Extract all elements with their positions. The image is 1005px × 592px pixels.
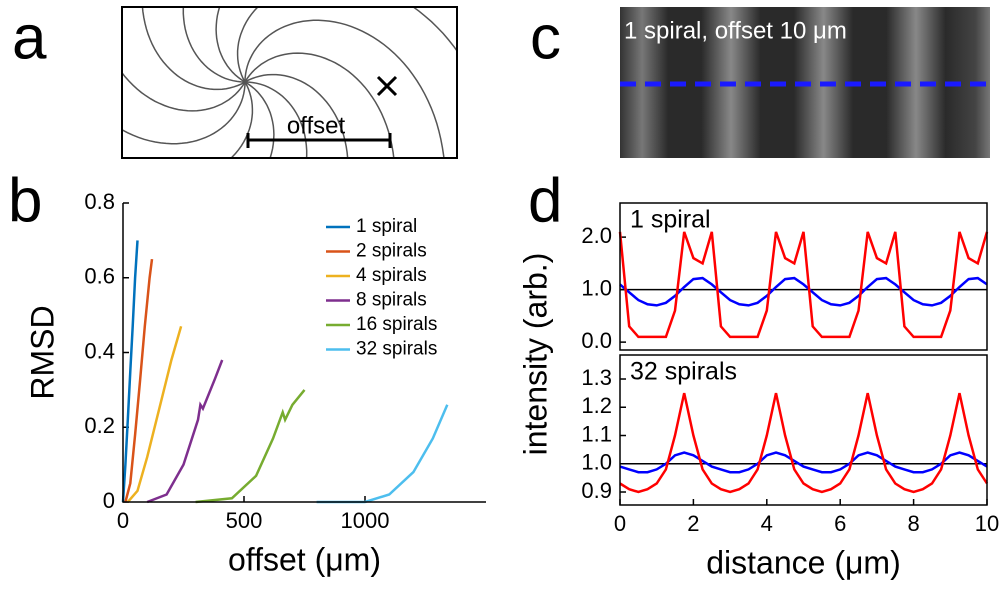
spiral-arm — [245, 20, 445, 393]
panel-label: a — [12, 3, 47, 72]
figure: a b c d offset 1 spiral, offset 10 μm 00… — [0, 0, 1005, 592]
y-tick-label: 0.0 — [581, 328, 612, 353]
x-tick-label: 1000 — [341, 508, 390, 533]
x-axis-label: distance (μm) — [706, 544, 900, 580]
x-tick-label: 2 — [687, 511, 699, 536]
legend-label: 16 spirals — [356, 314, 437, 335]
annotation: 1 spiral — [630, 206, 711, 234]
y-tick-label: 0.4 — [84, 338, 115, 363]
x-tick-label: 6 — [834, 511, 846, 536]
y-tick-label: 0 — [103, 488, 115, 513]
y-tick-label: 0.8 — [84, 189, 115, 214]
cross-marker — [378, 77, 396, 95]
spiral-arm — [95, 0, 337, 111]
legend-label: 1 spiral — [356, 216, 417, 237]
x-tick-label: 500 — [226, 508, 263, 533]
legend-label: 2 spirals — [356, 241, 427, 262]
annotation: 32 spirals — [630, 358, 737, 386]
y-tick-label: 1.0 — [581, 450, 612, 475]
y-tick-label: 2.0 — [581, 223, 612, 248]
y-tick-label: 0.2 — [84, 413, 115, 438]
y-axis-label: RMSD — [24, 305, 60, 399]
x-tick-label: 8 — [907, 511, 919, 536]
y-tick-label: 1.2 — [581, 393, 612, 418]
panel-label: b — [8, 166, 42, 235]
panel-label: c — [530, 3, 561, 72]
spiral-arm — [0, 82, 307, 282]
offset-label: offset — [287, 112, 346, 139]
y-tick-label: 1.3 — [581, 365, 612, 390]
x-axis-label: offset (μm) — [228, 541, 381, 577]
y-tick-label: 0.9 — [581, 478, 612, 503]
y-axis-label: intensity (arb.) — [517, 253, 553, 456]
spiral-arm — [142, 0, 478, 89]
x-tick-label: 10 — [975, 511, 999, 536]
panel-label: d — [528, 166, 562, 235]
series-line — [317, 405, 448, 502]
y-tick-label: 0.6 — [84, 264, 115, 289]
series-line — [620, 453, 987, 473]
series-line — [196, 390, 305, 502]
series-line — [147, 360, 222, 502]
y-tick-label: 1.0 — [581, 275, 612, 300]
series-line — [123, 240, 138, 502]
legend-label: 4 spirals — [356, 265, 427, 286]
x-tick-label: 0 — [117, 508, 129, 533]
series-line — [620, 393, 987, 492]
x-tick-label: 4 — [761, 511, 773, 536]
image-caption: 1 spiral, offset 10 μm — [624, 17, 847, 44]
legend-label: 32 spirals — [356, 339, 437, 360]
x-tick-label: 0 — [614, 511, 626, 536]
legend-label: 8 spirals — [356, 290, 427, 311]
y-tick-label: 1.1 — [581, 421, 612, 446]
